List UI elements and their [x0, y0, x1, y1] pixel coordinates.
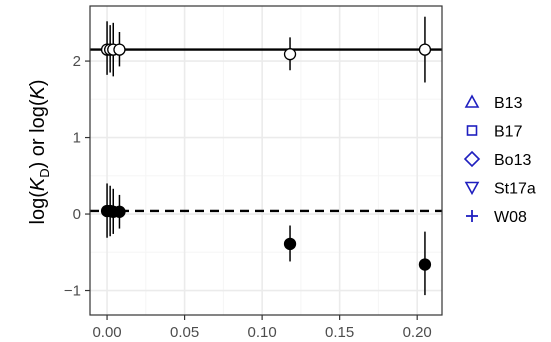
legend-label: B13 [494, 95, 523, 112]
legend-item: W08 [466, 209, 527, 226]
legend-triangle-down-icon [464, 181, 480, 196]
y-axis-title: log(KD) or log(K) [27, 79, 52, 224]
data-point-filled [113, 205, 126, 218]
x-tick-label: 0.10 [248, 324, 277, 341]
reference-lines [90, 48, 442, 213]
data-points [100, 16, 432, 296]
x-tick-label: 0.00 [92, 324, 121, 341]
data-point-filled [283, 237, 297, 251]
x-tick-label: 0.15 [325, 324, 354, 341]
legend-square-icon [466, 125, 478, 136]
legend: B13 B17 Bo13 St17a W08 [463, 94, 536, 226]
y-tick-label: 0 [73, 206, 81, 223]
axes: 0.00 0.05 0.10 0.15 0.20 −1 0 1 2 [64, 53, 432, 341]
legend-item: Bo13 [463, 150, 531, 169]
plot-panel-border [89, 5, 443, 316]
y-tick-label: 1 [73, 130, 81, 147]
legend-diamond-icon [463, 150, 481, 168]
y-tick-label: −1 [64, 283, 81, 300]
legend-item: St17a [464, 181, 536, 198]
legend-label: St17a [494, 181, 536, 198]
legend-label: B17 [494, 124, 523, 141]
data-point-filled [418, 258, 432, 271]
legend-label: W08 [494, 209, 527, 226]
x-tick-label: 0.20 [403, 324, 432, 341]
legend-label: Bo13 [494, 152, 531, 169]
legend-item: B13 [464, 94, 523, 112]
legend-plus-icon [466, 210, 478, 222]
legend-triangle-up-icon [464, 94, 480, 108]
legend-item: B17 [466, 124, 523, 141]
data-point-open [418, 43, 432, 56]
data-point-open [283, 48, 297, 61]
y-tick-label: 2 [73, 53, 81, 70]
data-point-open [113, 43, 126, 56]
x-tick-label: 0.05 [170, 324, 199, 341]
